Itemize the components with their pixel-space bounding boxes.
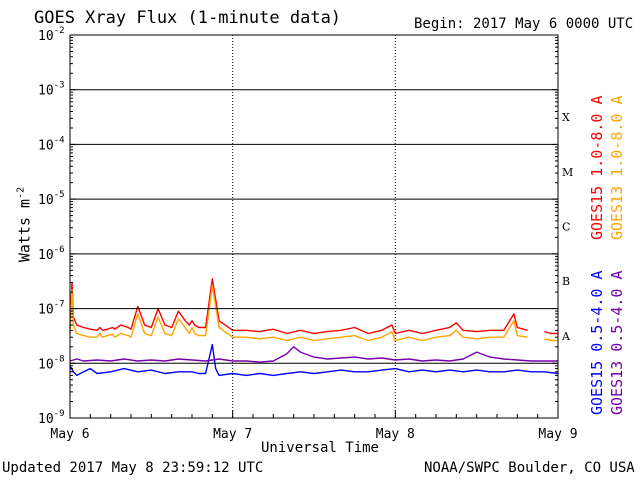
y-tick-label: 10-2	[38, 26, 65, 44]
legend-goes15-long: GOES15 1.0-8.0 A	[588, 95, 606, 241]
legend-goes13-long: GOES13 1.0-8.0 A	[608, 95, 626, 241]
series-line-2	[69, 343, 559, 377]
series-line-1	[69, 285, 528, 342]
flare-class-c: C	[562, 221, 570, 234]
x-axis-label: Universal Time	[260, 440, 379, 456]
y-tick-label: 10-6	[38, 245, 65, 263]
y-tick-label: 10-4	[38, 135, 65, 153]
series-line-0	[544, 330, 558, 335]
flare-class-x: X	[562, 111, 570, 124]
legend-goes13-short: GOES13 0.5-4.0 A	[608, 270, 626, 416]
y-tick-label: 10-5	[38, 190, 65, 208]
x-tick-label: May 8	[376, 427, 415, 442]
y-tick-label: 10-8	[38, 354, 65, 372]
x-tick-label: May 9	[538, 427, 577, 442]
x-tick-label: May 6	[50, 427, 89, 442]
flare-class-a: A	[561, 330, 571, 343]
series-line-1	[544, 338, 558, 342]
legend-goes15-short: GOES15 0.5-4.0 A	[588, 270, 606, 416]
series-line-0	[69, 278, 528, 335]
chart-title: GOES Xray Flux (1-minute data)	[34, 8, 342, 28]
series-line-3	[69, 346, 558, 363]
y-tick-label: 10-9	[38, 409, 65, 427]
updated-timestamp: Updated 2017 May 8 23:59:12 UTC	[2, 460, 264, 476]
x-tick-label: May 7	[213, 427, 252, 442]
y-tick-label: 10-3	[38, 81, 65, 99]
grid-layer	[70, 35, 558, 418]
flare-class-m: M	[562, 166, 573, 179]
series-layer	[69, 278, 559, 377]
begin-time: Begin: 2017 May 6 0000 UTC	[414, 16, 634, 32]
y-axis-label: Watts m-2	[15, 186, 34, 263]
y-tick-label: 10-7	[38, 300, 65, 318]
credit-text: NOAA/SWPC Boulder, CO USA	[424, 460, 635, 476]
flare-class-b: B	[562, 275, 570, 288]
